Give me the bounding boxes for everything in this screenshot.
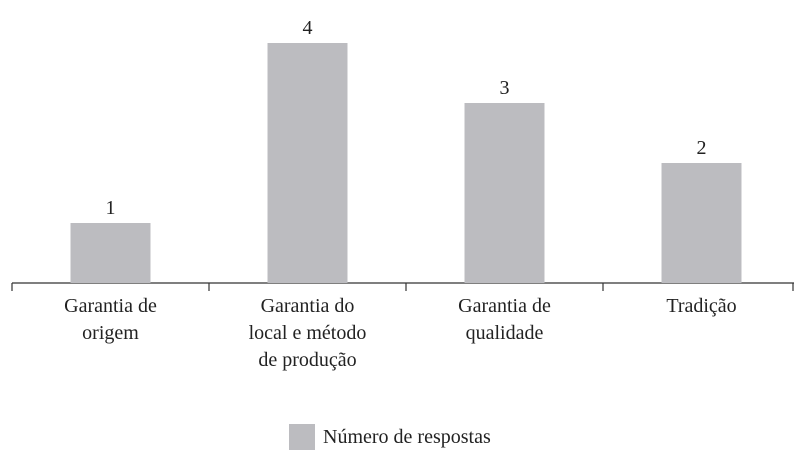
x-tick-label: Tradição	[666, 295, 737, 317]
x-tick-label: Garantia do local e método de produção	[248, 295, 367, 371]
value-label: 1	[106, 197, 116, 219]
value-label: 2	[697, 137, 707, 159]
legend-label: Número de respostas	[323, 425, 491, 448]
x-tick-label: Garantia de origem	[64, 295, 157, 344]
legend: Número de respostas	[289, 424, 491, 450]
legend-swatch	[289, 424, 315, 450]
bar	[70, 223, 151, 283]
bar	[267, 43, 348, 283]
value-label: 4	[303, 17, 313, 39]
bar	[464, 103, 545, 283]
value-label: 3	[500, 77, 510, 99]
bar	[661, 163, 742, 283]
x-tick-label: Garantia de qualidade	[458, 295, 551, 344]
